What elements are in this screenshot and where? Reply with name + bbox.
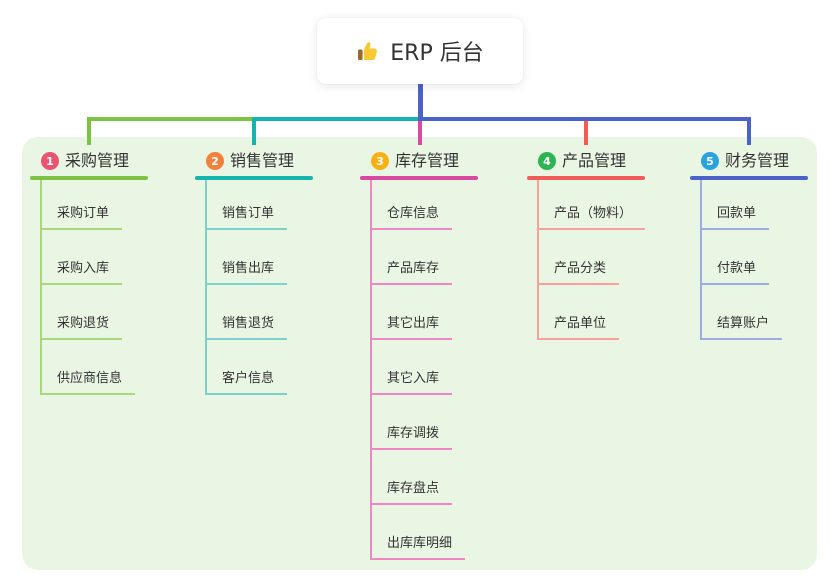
child-topic[interactable]: 产品（物料） <box>537 202 646 230</box>
child-topic[interactable]: 产品分类 <box>537 257 620 285</box>
child-topic-label: 库存调拨 <box>387 426 440 441</box>
child-topic[interactable]: 其它出库 <box>370 312 453 340</box>
child-topic-label: 客户信息 <box>222 371 275 386</box>
child-topic-label: 其它入库 <box>387 371 440 386</box>
branch-topic[interactable]: 1 采购管理 <box>30 146 148 176</box>
branch-topic-underline <box>690 176 808 180</box>
branch-number-badge: 1 <box>41 152 59 170</box>
child-topic[interactable]: 销售退货 <box>205 312 288 340</box>
child-topic-label: 产品库存 <box>387 261 440 276</box>
child-topic-label: 出库库明细 <box>387 536 453 551</box>
child-topic-label: 回款单 <box>717 206 757 221</box>
child-topic-label: 产品分类 <box>554 261 607 276</box>
child-connector-line <box>370 180 372 560</box>
connector-bus-blue <box>418 117 751 121</box>
branch-drop-finance <box>747 117 751 145</box>
branch-topic[interactable]: 3 库存管理 <box>360 146 478 176</box>
branch-topic-underline <box>360 176 478 180</box>
child-topic[interactable]: 采购订单 <box>40 202 123 230</box>
child-topic[interactable]: 回款单 <box>700 202 770 230</box>
child-topic-label: 产品单位 <box>554 316 607 331</box>
branch-topic-label: 采购管理 <box>65 151 130 170</box>
child-topic-label: 销售出库 <box>222 261 275 276</box>
child-topic[interactable]: 其它入库 <box>370 367 453 395</box>
branch-topic-underline <box>30 176 148 180</box>
child-topic[interactable]: 结算账户 <box>700 312 783 340</box>
child-topic[interactable]: 出库库明细 <box>370 532 466 560</box>
child-topic[interactable]: 销售出库 <box>205 257 288 285</box>
branch-number-badge: 2 <box>206 152 224 170</box>
branch-drop-product <box>584 121 588 145</box>
branch-topic[interactable]: 2 销售管理 <box>195 146 313 176</box>
child-topic-label: 销售订单 <box>222 206 275 221</box>
branch-topic[interactable]: 4 产品管理 <box>527 146 645 176</box>
branch-topic[interactable]: 5 财务管理 <box>690 146 808 176</box>
branch-topic-label: 财务管理 <box>725 151 790 170</box>
child-topic-label: 仓库信息 <box>387 206 440 221</box>
root-topic-label: ERP 后台 <box>390 41 484 66</box>
branch-topic-underline <box>195 176 313 180</box>
child-topic-label: 其它出库 <box>387 316 440 331</box>
child-connector-line <box>205 180 207 395</box>
child-topic-label: 库存盘点 <box>387 481 440 496</box>
child-topic-label: 结算账户 <box>717 316 770 331</box>
child-topic-label: 供应商信息 <box>57 371 123 386</box>
child-connector-line <box>537 180 539 340</box>
child-connector-line <box>700 180 702 340</box>
branch-topic-underline <box>527 176 645 180</box>
connector-bus-green <box>87 117 252 121</box>
child-topic-label: 采购入库 <box>57 261 110 276</box>
child-topic[interactable]: 供应商信息 <box>40 367 136 395</box>
child-topic-label: 采购订单 <box>57 206 110 221</box>
child-topic-label: 付款单 <box>717 261 757 276</box>
branch-drop-inventory <box>418 121 422 145</box>
branch-number-badge: 5 <box>701 152 719 170</box>
child-topic[interactable]: 客户信息 <box>205 367 288 395</box>
child-topic[interactable]: 产品单位 <box>537 312 620 340</box>
child-topic[interactable]: 采购退货 <box>40 312 123 340</box>
child-topic[interactable]: 销售订单 <box>205 202 288 230</box>
branch-topic-label: 库存管理 <box>395 151 460 170</box>
child-topic-label: 产品（物料） <box>554 206 633 221</box>
child-topic[interactable]: 产品库存 <box>370 257 453 285</box>
child-topic[interactable]: 采购入库 <box>40 257 123 285</box>
branch-drop-purchase <box>87 117 91 145</box>
root-trunk-line <box>418 84 423 121</box>
connector-bus-teal <box>252 117 418 121</box>
child-topic[interactable]: 库存调拨 <box>370 422 453 450</box>
branch-drop-sales <box>252 117 256 145</box>
branch-topic-label: 销售管理 <box>230 151 295 170</box>
child-topic-label: 销售退货 <box>222 316 275 331</box>
child-topic[interactable]: 库存盘点 <box>370 477 453 505</box>
branch-number-badge: 4 <box>538 152 556 170</box>
thumbs-up-icon <box>356 39 380 63</box>
branches-panel <box>22 137 817 570</box>
child-connector-line <box>40 180 42 395</box>
root-topic[interactable]: ERP 后台 <box>317 18 523 84</box>
branch-topic-label: 产品管理 <box>562 151 627 170</box>
branch-number-badge: 3 <box>371 152 389 170</box>
child-topic[interactable]: 付款单 <box>700 257 770 285</box>
child-topic-label: 采购退货 <box>57 316 110 331</box>
child-topic[interactable]: 仓库信息 <box>370 202 453 230</box>
